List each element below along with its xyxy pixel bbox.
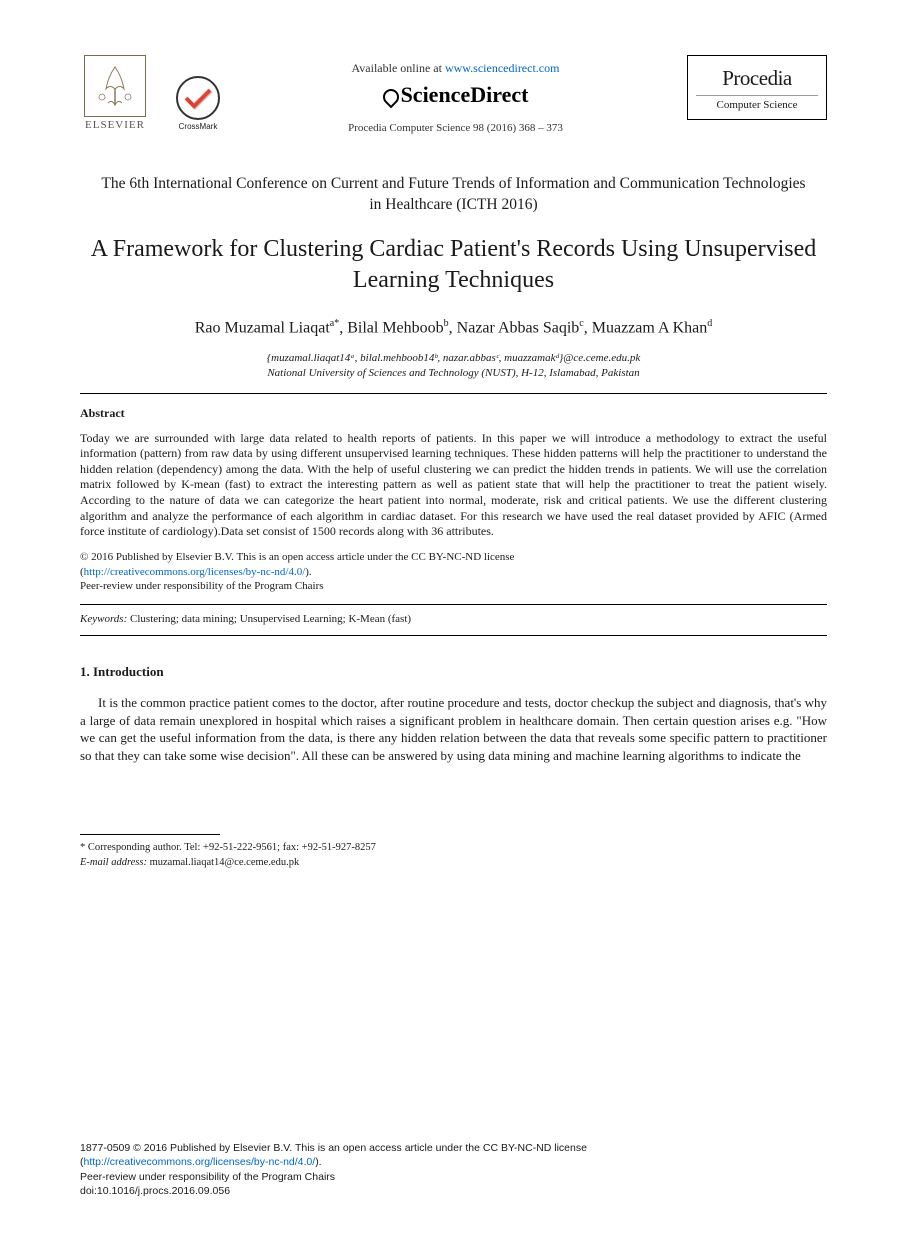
intro-paragraph: It is the common practice patient comes … [80,694,827,764]
crossmark-icon [176,76,220,120]
author-4-sup: d [707,318,712,329]
license-link[interactable]: http://creativecommons.org/licenses/by-n… [84,566,306,578]
corresponding-author-footnote: * Corresponding author. Tel: +92-51-222-… [80,841,827,870]
elsevier-label: ELSEVIER [85,119,145,131]
footer-peer-review: Peer-review under responsibility of the … [80,1171,335,1183]
header-left: ELSEVIER CrossMark [80,55,224,131]
copyright-block: © 2016 Published by Elsevier B.V. This i… [80,550,827,595]
author-3-sup: c [579,318,583,329]
rule-3 [80,635,827,636]
keywords-line: Keywords: Clustering; data mining; Unsup… [80,613,827,625]
abstract-body: Today we are surrounded with large data … [80,431,827,540]
author-institution: National University of Sciences and Tech… [80,367,827,379]
available-prefix: Available online at [352,61,445,75]
abstract-heading: Abstract [80,406,827,421]
author-emails: {muzamal.liaqat14ᵃ, bilal.mehboob14ᵇ, na… [80,352,827,364]
author-list: Rao Muzamal Liaqata*, Bilal Mehboobb, Na… [80,318,827,337]
footer-license-link[interactable]: http://creativecommons.org/licenses/by-n… [84,1156,316,1168]
sciencedirect-wordmark: ScienceDirect [224,82,687,108]
author-2: Bilal Mehboob [347,320,443,337]
crossmark-label: CrossMark [179,122,218,131]
sciencedirect-link[interactable]: www.sciencedirect.com [445,61,560,75]
author-1-sup: a* [330,318,339,329]
author-2-sup: b [444,318,449,329]
sciencedirect-text: ScienceDirect [401,82,529,107]
copyright-line1: © 2016 Published by Elsevier B.V. This i… [80,551,514,563]
elsevier-logo: ELSEVIER [80,55,150,131]
author-4: Muazzam A Khan [592,320,708,337]
footnote-separator [80,834,220,835]
journal-citation: Procedia Computer Science 98 (2016) 368 … [224,122,687,134]
author-1: Rao Muzamal Liaqat [195,320,330,337]
rule-2 [80,604,827,605]
keywords-text: Clustering; data mining; Unsupervised Le… [127,613,411,625]
available-online: Available online at www.sciencedirect.co… [224,61,687,76]
footer-line1: 1877-0509 © 2016 Published by Elsevier B… [80,1142,587,1154]
intro-heading: 1. Introduction [80,664,827,680]
peer-review-line: Peer-review under responsibility of the … [80,580,324,592]
procedia-logo: Procedia Computer Science [687,55,827,120]
email-label: E-mail address: [80,857,147,868]
corr-email: muzamal.liaqat14@ce.ceme.edu.pk [147,857,299,868]
header-center: Available online at www.sciencedirect.co… [224,55,687,134]
conference-name: The 6th International Conference on Curr… [100,174,807,216]
procedia-subtitle: Computer Science [696,95,818,111]
crossmark-badge[interactable]: CrossMark [172,76,224,131]
header-row: ELSEVIER CrossMark Available online at w… [80,55,827,134]
author-3: Nazar Abbas Saqib [457,320,580,337]
doi: doi:10.1016/j.procs.2016.09.056 [80,1185,230,1197]
paper-title: A Framework for Clustering Cardiac Patie… [80,234,827,296]
corr-author-line: * Corresponding author. Tel: +92-51-222-… [80,842,376,853]
sciencedirect-swoosh-icon [379,86,402,109]
procedia-title: Procedia [696,66,818,91]
elsevier-tree-icon [84,55,146,117]
keywords-label: Keywords: [80,613,127,625]
page-footer: 1877-0509 © 2016 Published by Elsevier B… [80,1141,827,1198]
rule-1 [80,393,827,394]
